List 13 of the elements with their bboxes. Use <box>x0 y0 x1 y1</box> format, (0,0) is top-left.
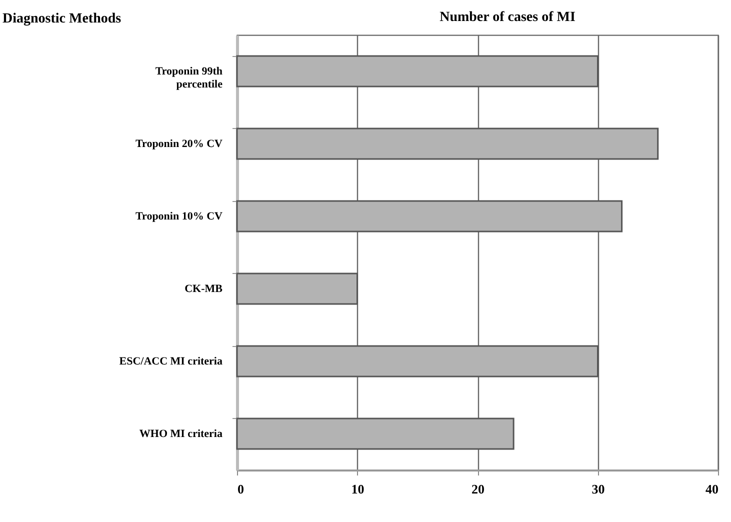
x-tick-label: 20 <box>472 482 484 496</box>
x-tick-label: 30 <box>592 482 605 496</box>
y-tick-label: WHO MI criteria <box>139 428 223 440</box>
y-tick-label: Troponin 20% CV <box>135 138 223 150</box>
x-tick-label: 10 <box>351 482 364 496</box>
y-tick-label: CK-MB <box>184 282 224 295</box>
x-tick-label: 0 <box>238 482 244 496</box>
x-tick-label: 40 <box>706 482 718 496</box>
y-axis-title: Diagnostic Methods <box>2 12 122 26</box>
chart-title: Number of cases of MI <box>440 10 576 25</box>
y-tick-label: Troponin 10% CV <box>135 210 223 222</box>
y-tick-label: Troponin 99th percentile <box>155 65 223 90</box>
y-tick-label: ESC/ACC MI criteria <box>119 355 223 368</box>
